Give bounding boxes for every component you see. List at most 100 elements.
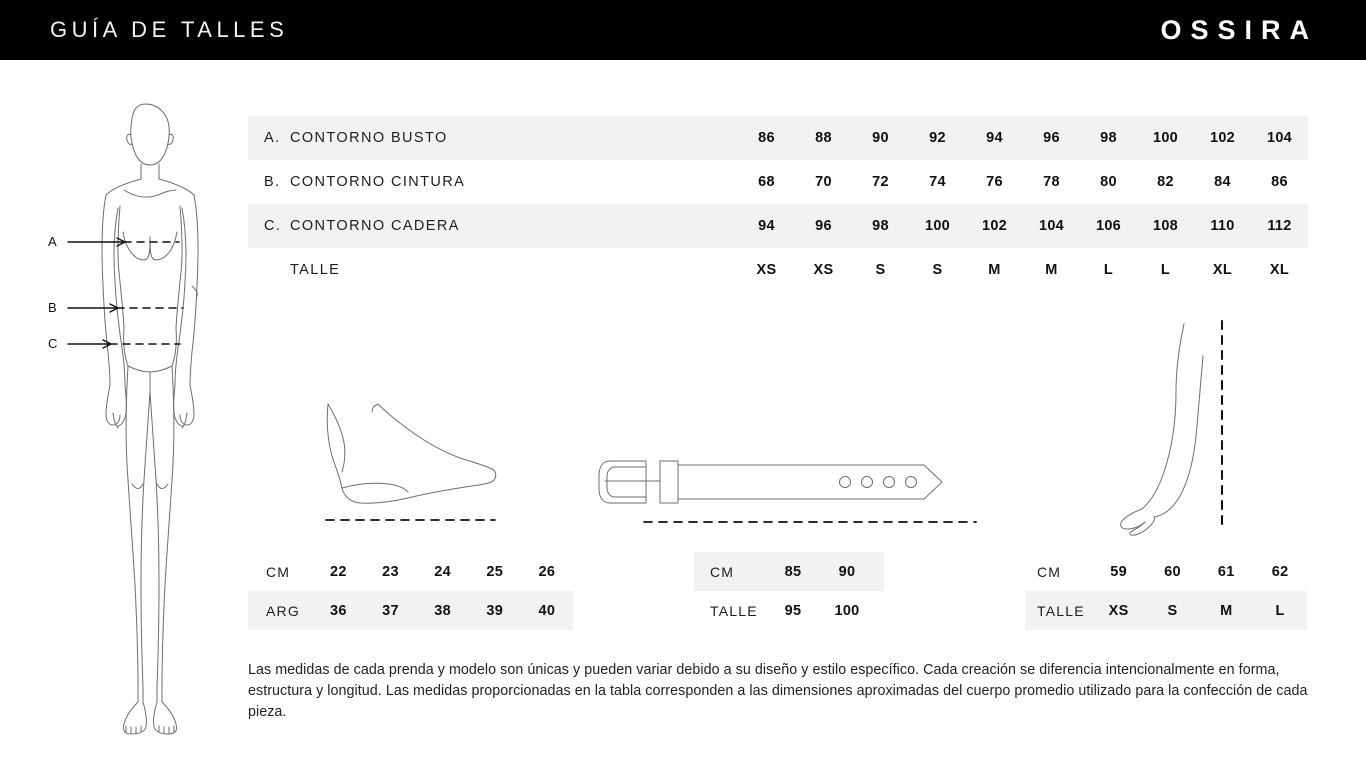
footnote-text: Las medidas de cada prenda y modelo son … (248, 662, 1308, 720)
page-title: GUÍA DE TALLES (50, 17, 289, 42)
cell: 62 (1271, 563, 1289, 580)
row-text: CONTORNO CINTURA (290, 174, 466, 190)
row-label-talle: TALLE (264, 248, 340, 292)
table-row: ARG 36 37 38 39 40 (248, 591, 573, 630)
cell: 22 (330, 563, 347, 580)
cell: 110 (1210, 218, 1235, 234)
cell: 95 (784, 602, 802, 619)
cell: 96 (815, 218, 832, 234)
body-measurements-table: A. CONTORNO BUSTO 86 88 90 92 94 96 98 10… (248, 116, 1308, 292)
cell: XS (1108, 602, 1129, 619)
arm-outline-icon (1120, 320, 1223, 536)
belt-outline-icon (598, 460, 977, 523)
cell: 90 (838, 563, 856, 580)
cell: 60 (1164, 563, 1181, 580)
cell: 68 (758, 174, 775, 190)
row-label-cadera: C. CONTORNO CADERA (264, 204, 460, 248)
belt-row-label-cm: CM (710, 563, 735, 580)
row-letter: B. (264, 174, 281, 190)
cell: 76 (986, 174, 1003, 190)
table-row: B. CONTORNO CINTURA 68 70 72 74 76 78 80 … (248, 160, 1308, 204)
row-text: TALLE (290, 262, 341, 278)
cell: L (1160, 262, 1171, 278)
cell: 86 (758, 130, 775, 146)
table-row: A. CONTORNO BUSTO 86 88 90 92 94 96 98 10… (248, 116, 1308, 160)
cell: 94 (986, 130, 1003, 146)
table-row: TALLE XS XS S S M M L L XL XL (248, 248, 1308, 292)
measure-arrow-bust (67, 237, 126, 247)
cell: 98 (872, 218, 889, 234)
row-values-talle: XS XS S S M M L L XL XL (738, 248, 1308, 292)
belt-row-label-talle: TALLE (710, 602, 758, 619)
cell: 23 (382, 563, 399, 580)
cell: 100 (924, 218, 951, 234)
sleeve-row-label-talle: TALLE (1037, 602, 1085, 619)
belt-size-table: CM 85 90 TALLE 95 100 (694, 552, 884, 630)
row-label-busto: A. CONTORNO BUSTO (264, 116, 448, 160)
measure-arrow-hip (67, 339, 112, 349)
cell: 98 (1100, 130, 1117, 146)
cell: 84 (1214, 174, 1231, 190)
sleeve-illustration (1100, 316, 1260, 536)
cell: 38 (434, 602, 452, 619)
foot-side-outline-icon (325, 403, 497, 521)
cell: 40 (538, 602, 556, 619)
cell: 104 (1038, 218, 1065, 234)
marker-c-label: C (48, 336, 58, 351)
cell: 100 (1152, 130, 1179, 146)
cell: 104 (1266, 130, 1293, 146)
cell: 92 (929, 130, 946, 146)
cell: XL (1212, 262, 1233, 278)
table-row: CM 59 60 61 62 (1025, 552, 1307, 591)
cell: M (1045, 262, 1058, 278)
cell: 82 (1157, 174, 1174, 190)
cell: S (875, 262, 886, 278)
cell: L (1103, 262, 1114, 278)
cell: 74 (929, 174, 946, 190)
cell: 61 (1217, 563, 1235, 580)
row-values-cadera: 94 96 98 100 102 104 106 108 110 112 (738, 204, 1308, 248)
shoe-row-label-cm: CM (266, 563, 291, 580)
marker-a-label: A (48, 234, 58, 249)
table-row: C. CONTORNO CADERA 94 96 98 100 102 104 1… (248, 204, 1308, 248)
row-text: CONTORNO CADERA (290, 218, 460, 234)
cell: 100 (834, 602, 860, 619)
row-values-busto: 86 88 90 92 94 96 98 100 102 104 (738, 116, 1308, 160)
cell: XL (1269, 262, 1290, 278)
female-body-outline-icon (67, 103, 199, 735)
cell: S (1167, 602, 1178, 619)
table-row: TALLE XS S M L (1025, 591, 1307, 630)
row-values-cintura: 68 70 72 74 76 78 80 82 84 86 (738, 160, 1308, 204)
cell: 70 (815, 174, 832, 190)
cell: 59 (1110, 563, 1127, 580)
cell: 90 (872, 130, 889, 146)
marker-b-label: B (48, 300, 58, 315)
sleeve-row-label-cm: CM (1037, 563, 1062, 580)
shoe-size-table: CM 22 23 24 25 26 ARG 36 37 38 39 40 (248, 552, 573, 630)
cell: 96 (1043, 130, 1060, 146)
row-text: CONTORNO BUSTO (290, 130, 448, 146)
cell: 26 (538, 563, 556, 580)
cell: 36 (330, 602, 347, 619)
cell: 86 (1271, 174, 1288, 190)
table-row: CM 22 23 24 25 26 (248, 552, 573, 591)
cell: 78 (1043, 174, 1060, 190)
cell: 102 (981, 218, 1008, 234)
row-letter: A. (264, 130, 281, 146)
cell: L (1275, 602, 1285, 619)
sleeve-size-table: CM 59 60 61 62 TALLE XS S M L (1025, 552, 1307, 630)
cell: 102 (1209, 130, 1236, 146)
cell: 24 (434, 563, 452, 580)
cell: M (1220, 602, 1233, 619)
table-row: CM 85 90 (694, 552, 884, 591)
cell: XS (813, 262, 834, 278)
cell: 25 (486, 563, 504, 580)
belt-illustration (594, 446, 984, 531)
cell: 112 (1267, 218, 1292, 234)
cell: 94 (758, 218, 775, 234)
cell: 88 (815, 130, 832, 146)
body-figure-illustration: A B C (40, 80, 245, 740)
measure-arrow-waist (67, 303, 119, 313)
row-letter: C. (264, 218, 282, 234)
cell: 106 (1095, 218, 1122, 234)
